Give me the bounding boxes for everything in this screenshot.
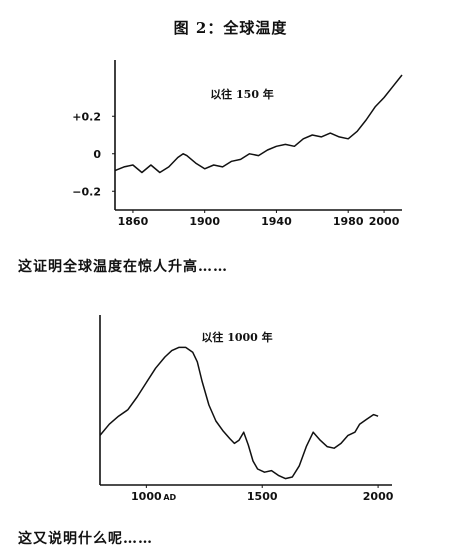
x-tick-label: 1500 bbox=[247, 490, 278, 503]
x-tick-label: 1980 bbox=[333, 215, 364, 228]
chart-global-temperature-150-years: 以往 150 年 1860 1900 1940 1980 2000 +0.2 0 −0.2 bbox=[72, 60, 403, 228]
y-tick-label: +0.2 bbox=[72, 110, 101, 123]
chart-annotation: 以往 150 年 bbox=[210, 87, 274, 101]
chart-annotation: 以往 1000 年 bbox=[201, 330, 272, 344]
chart-temperature-1000-years: 以往 1000 年 1000 AD 1500 2000 bbox=[99, 315, 394, 503]
x-tick-label: 2000 bbox=[363, 490, 394, 503]
series-line bbox=[114, 74, 403, 174]
x-tick-label: 1000 bbox=[131, 490, 162, 503]
x-tick-label: 1940 bbox=[261, 215, 292, 228]
y-tick-label: 0 bbox=[93, 148, 101, 161]
x-tick-label-suffix: AD bbox=[163, 493, 176, 502]
caption-second: 这又说明什么呢…… bbox=[18, 531, 153, 547]
y-tick-label: −0.2 bbox=[72, 185, 101, 198]
caption-first: 这证明全球温度在惊人升高…… bbox=[18, 259, 228, 275]
x-tick-label: 1860 bbox=[118, 215, 149, 228]
series-line bbox=[99, 346, 379, 480]
x-tick-label: 1900 bbox=[189, 215, 220, 228]
page-title: 图 2：全球温度 bbox=[173, 19, 288, 37]
x-tick-label: 2000 bbox=[369, 215, 400, 228]
